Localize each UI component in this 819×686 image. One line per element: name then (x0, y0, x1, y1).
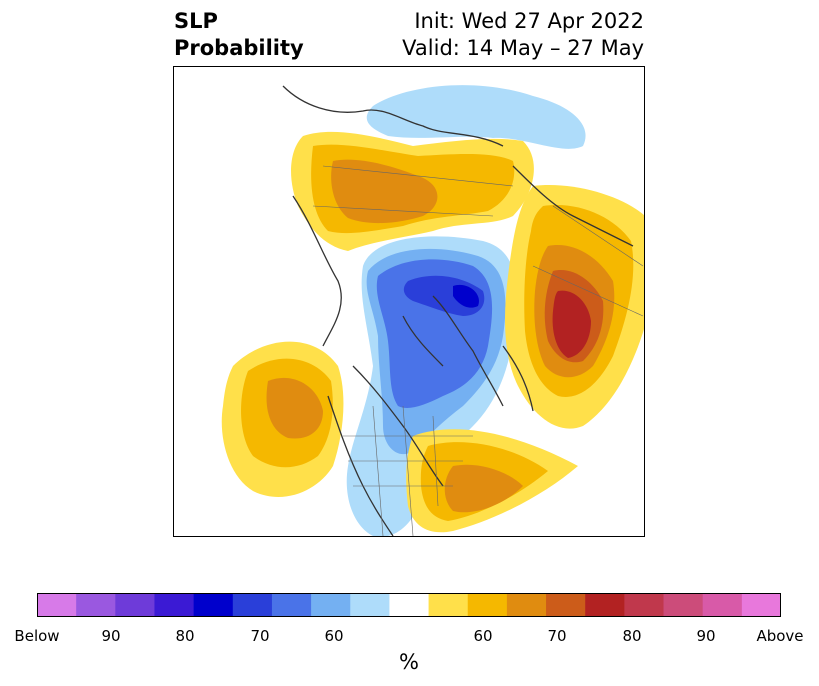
colorbar-segment (663, 593, 704, 617)
colorbar (37, 593, 781, 617)
colorbar-segment (741, 593, 781, 617)
colorbar-outline (37, 593, 781, 617)
probability-map (173, 66, 645, 537)
tick-label-below-90: 90 (101, 627, 121, 645)
colorbar-segment (76, 593, 116, 617)
title-type: Probability (174, 36, 304, 60)
init-date: Init: Wed 27 Apr 2022 (414, 9, 644, 33)
colorbar-segment (624, 593, 665, 617)
tick-label-below-70: 70 (250, 627, 270, 645)
blue-anomaly-central-peak (453, 284, 479, 308)
colorbar-segment (585, 593, 625, 617)
title-right: Init: Wed 27 Apr 2022 Valid: 14 May – 27… (402, 8, 644, 62)
colorbar-segment (271, 593, 312, 617)
blue-anomaly-north (366, 85, 586, 149)
colorbar-segment (232, 593, 273, 617)
borders (312, 165, 644, 537)
colorbar-segment (350, 593, 390, 617)
colorbar-segment (702, 593, 743, 617)
valid-range: Valid: 14 May – 27 May (402, 36, 644, 60)
colorbar-segment (389, 593, 430, 617)
tick-label-above: Above (756, 627, 804, 645)
colorbar-segment (37, 593, 77, 617)
coastlines (282, 85, 634, 537)
colorbar-segment (428, 593, 469, 617)
colorbar-segment (546, 593, 586, 617)
tick-label-above-80: 80 (622, 627, 642, 645)
tick-label-below: Below (14, 627, 60, 645)
colorbar-segment (506, 593, 547, 617)
colorbar-segment (154, 593, 195, 617)
tick-label-above-60: 60 (473, 627, 493, 645)
colorbar-segment (467, 593, 508, 617)
positive-anomaly-west-inner (266, 377, 323, 439)
positive-anomaly-southeast-inner (444, 464, 523, 513)
tick-label-above-70: 70 (547, 627, 567, 645)
colorbar-segment (115, 593, 155, 617)
tick-label-below-60: 60 (324, 627, 344, 645)
tick-label-above-90: 90 (696, 627, 716, 645)
positive-anomaly-east-peak (552, 290, 591, 358)
title-variable: SLP (174, 9, 218, 33)
colorbar-segment (311, 593, 351, 617)
title-left: SLP Probability (174, 8, 304, 62)
tick-label-below-80: 80 (175, 627, 195, 645)
colorbar-unit: % (399, 650, 419, 674)
colorbar-segment (193, 593, 234, 617)
